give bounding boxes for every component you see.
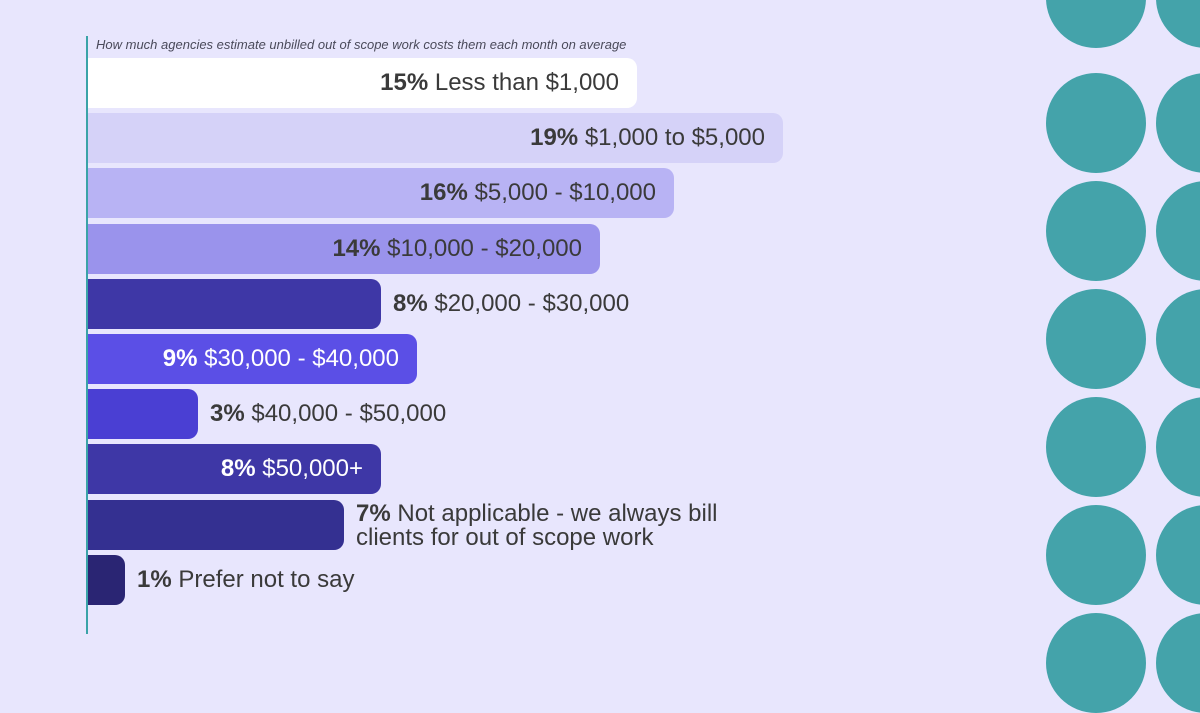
bar-2 <box>88 113 783 163</box>
bar-value-label: 8% <box>220 455 256 482</box>
bar-7 <box>88 389 198 439</box>
bar-label-8: 8% $50,000+ <box>221 456 363 482</box>
bar-category-label: $30,000 - $40,000 <box>197 345 399 372</box>
bar-1 <box>88 58 637 108</box>
bar-label-10: 1% Prefer not to say <box>137 567 354 593</box>
decorative-circle <box>1156 289 1200 389</box>
bar-category-label: Not applicable - we always bill clients … <box>356 500 718 551</box>
decorative-circle <box>1046 505 1146 605</box>
bar-value-label: 16% <box>419 179 468 206</box>
bar-category-label: $5,000 - $10,000 <box>467 179 657 206</box>
bar-label-1: 15% Less than $1,000 <box>380 70 619 96</box>
chart-axis-line <box>86 36 88 634</box>
decorative-circle <box>1156 73 1200 173</box>
bar-9 <box>88 500 344 550</box>
bar-5 <box>88 279 381 329</box>
bar-4 <box>88 224 600 274</box>
bar-value-label: 8% <box>393 290 428 317</box>
decorative-circle <box>1156 181 1200 281</box>
decorative-circle <box>1156 397 1200 497</box>
bar-value-label: 9% <box>162 345 198 372</box>
bar-category-label: $40,000 - $50,000 <box>244 400 447 427</box>
bar-category-label: $10,000 - $20,000 <box>380 235 582 262</box>
bar-value-label: 15% <box>380 69 429 96</box>
bar-category-label: Less than $1,000 <box>428 69 619 96</box>
bar-value-label: 14% <box>332 235 381 262</box>
bar-6 <box>88 334 417 384</box>
decorative-circle <box>1046 73 1146 173</box>
bar-label-5: 8% $20,000 - $30,000 <box>393 291 629 317</box>
chart-canvas: How much agencies estimate unbilled out … <box>86 0 1200 713</box>
decorative-circle <box>1046 397 1146 497</box>
bar-category-label: $50,000+ <box>255 455 363 482</box>
decorative-circle <box>1156 0 1200 48</box>
bar-label-6: 9% $30,000 - $40,000 <box>163 346 399 372</box>
bar-label-4: 14% $10,000 - $20,000 <box>332 236 582 262</box>
bar-label-9: 7% Not applicable - we always bill clien… <box>356 502 736 550</box>
decorative-circle <box>1046 0 1146 48</box>
bar-10 <box>88 555 125 605</box>
bar-3 <box>88 168 674 218</box>
decorative-circle <box>1156 505 1200 605</box>
bar-8 <box>88 444 381 494</box>
bar-label-3: 16% $5,000 - $10,000 <box>420 180 656 206</box>
bar-category-label: $20,000 - $30,000 <box>427 290 630 317</box>
bar-value-label: 1% <box>137 566 172 593</box>
decorative-circle <box>1046 613 1146 713</box>
decorative-circle <box>1046 289 1146 389</box>
bar-category-label: $1,000 to $5,000 <box>578 124 765 151</box>
bar-category-label: Prefer not to say <box>171 566 355 593</box>
bar-value-label: 7% <box>356 500 391 527</box>
bar-label-2: 19% $1,000 to $5,000 <box>530 125 765 151</box>
decorative-circle <box>1046 181 1146 281</box>
bar-value-label: 3% <box>210 400 245 427</box>
decorative-circle <box>1156 613 1200 713</box>
bar-value-label: 19% <box>530 124 579 151</box>
bar-label-7: 3% $40,000 - $50,000 <box>210 401 446 427</box>
chart-subtitle: How much agencies estimate unbilled out … <box>96 37 627 52</box>
